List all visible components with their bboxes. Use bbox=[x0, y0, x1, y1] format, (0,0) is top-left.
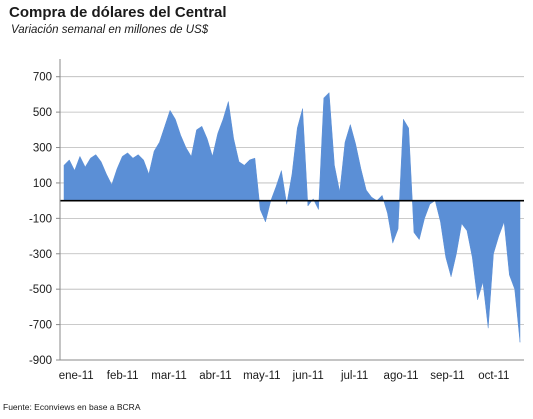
y-tick-label: 500 bbox=[33, 107, 52, 119]
x-tick-label: abr-11 bbox=[199, 370, 231, 382]
x-tick-label: may-11 bbox=[243, 370, 281, 382]
x-tick-label: mar-11 bbox=[151, 370, 187, 382]
x-tick-label: feb-11 bbox=[107, 370, 139, 382]
chart-title: Compra de dólares del Central bbox=[9, 4, 227, 21]
y-tick-label: 100 bbox=[33, 178, 52, 190]
y-tick-label: -500 bbox=[29, 284, 52, 296]
x-tick-label: oct-11 bbox=[478, 370, 509, 382]
x-tick-label: ene-11 bbox=[59, 370, 94, 382]
chart-subtitle: Variación semanal en millones de US$ bbox=[11, 24, 209, 36]
gridlines bbox=[60, 76, 524, 361]
y-tick-label: -700 bbox=[29, 320, 52, 332]
y-axis-ticks: 700 500 300 100 -100 -300 -500 -700 -900 bbox=[29, 72, 60, 367]
x-axis-ticks: ene-11 feb-11 mar-11 abr-11 may-11 jun-11 jul-… bbox=[59, 359, 524, 382]
x-tick-label: jul-11 bbox=[340, 370, 368, 382]
x-tick-label: jun-11 bbox=[292, 370, 324, 382]
y-tick-label: 700 bbox=[33, 72, 52, 84]
x-tick-label: sep-11 bbox=[430, 370, 464, 382]
y-tick-label: 300 bbox=[33, 143, 52, 155]
source-note: Fuente: Econviews en base a BCRA bbox=[3, 402, 141, 412]
y-tick-label: -900 bbox=[29, 355, 52, 367]
x-tick-label: ago-11 bbox=[384, 370, 419, 382]
y-tick-label: -300 bbox=[29, 249, 52, 261]
series-area bbox=[63, 92, 521, 343]
y-tick-label: -100 bbox=[29, 213, 52, 225]
